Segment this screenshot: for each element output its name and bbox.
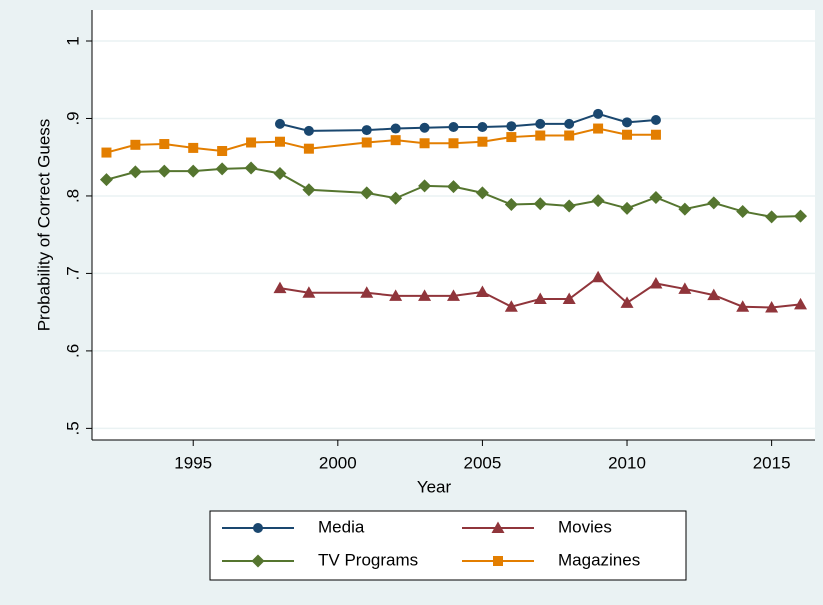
data-point <box>448 121 459 132</box>
data-point <box>622 129 633 140</box>
data-point <box>794 297 808 310</box>
data-point <box>564 130 575 141</box>
data-point <box>273 281 287 294</box>
data-point <box>360 286 374 298</box>
data-point <box>622 117 633 128</box>
data-point <box>302 183 316 197</box>
data-point <box>620 201 634 215</box>
data-point <box>128 165 142 179</box>
data-point <box>390 123 401 134</box>
data-point <box>418 179 432 193</box>
y-tick-label: .9 <box>63 111 82 125</box>
data-point <box>506 121 517 132</box>
data-point <box>564 118 575 129</box>
data-point <box>244 161 258 175</box>
data-point <box>447 289 460 301</box>
data-point <box>650 129 661 140</box>
data-point <box>504 300 518 312</box>
legend-box <box>209 510 687 581</box>
data-point <box>533 197 547 211</box>
x-tick-label: 2010 <box>608 453 646 472</box>
data-point <box>650 115 661 126</box>
data-point <box>477 136 488 147</box>
x-tick-label: 2015 <box>753 453 791 472</box>
data-point <box>215 162 229 176</box>
y-tick-label: .5 <box>63 421 82 435</box>
data-point <box>273 166 287 180</box>
data-point <box>765 210 779 224</box>
data-point <box>361 137 372 148</box>
data-point <box>506 132 517 143</box>
data-point <box>361 125 372 136</box>
data-point <box>302 286 316 298</box>
data-point <box>389 191 403 205</box>
data-point <box>274 118 285 129</box>
data-point <box>533 292 547 304</box>
legend-label: Movies <box>558 517 612 536</box>
data-point <box>99 173 113 187</box>
data-point <box>562 292 576 304</box>
legend-marker <box>493 556 503 566</box>
data-point <box>649 276 663 289</box>
legend-label: TV Programs <box>318 550 418 569</box>
data-point <box>419 138 430 149</box>
y-axis-title: Probability of Correct Guess <box>34 119 53 332</box>
y-tick-label: .8 <box>63 189 82 203</box>
data-point <box>535 130 546 141</box>
data-point <box>620 296 634 308</box>
legend-label: Magazines <box>558 550 640 569</box>
data-point <box>448 138 459 149</box>
x-tick-label: 2005 <box>464 453 502 472</box>
data-point <box>217 146 228 157</box>
legend-marker <box>253 523 263 533</box>
x-axis-title: Year <box>417 477 452 496</box>
x-tick-label: 2000 <box>319 453 357 472</box>
y-tick-label: .6 <box>63 344 82 358</box>
data-point <box>418 289 432 301</box>
data-point <box>591 270 605 283</box>
data-point <box>447 180 460 194</box>
data-point <box>130 139 141 150</box>
legend-label: Media <box>318 517 365 536</box>
data-point <box>678 202 692 216</box>
data-point <box>186 164 200 178</box>
data-point <box>360 186 374 200</box>
data-point <box>794 209 808 223</box>
y-tick-label: .7 <box>63 266 82 280</box>
data-point <box>591 194 605 208</box>
data-point <box>678 282 692 294</box>
data-point <box>504 197 518 211</box>
data-point <box>303 143 314 154</box>
series-line <box>279 276 801 309</box>
plot-area <box>92 10 815 440</box>
legend-marker <box>251 554 265 568</box>
data-point <box>475 285 489 298</box>
data-point <box>593 108 604 119</box>
data-point <box>736 204 750 218</box>
x-tick-label: 1995 <box>174 453 212 472</box>
data-point <box>562 199 576 213</box>
data-point <box>390 135 401 146</box>
y-tick-label: 1 <box>63 36 82 45</box>
data-point <box>649 190 663 204</box>
data-point <box>303 125 314 136</box>
data-point <box>246 137 257 148</box>
data-point <box>736 300 750 312</box>
data-point <box>475 186 489 200</box>
data-point <box>765 301 779 313</box>
data-point <box>101 147 112 158</box>
data-point <box>157 164 171 178</box>
data-point <box>535 118 546 129</box>
legend-marker <box>491 521 505 533</box>
data-point <box>593 123 604 134</box>
data-point <box>389 289 403 301</box>
data-point <box>419 122 430 133</box>
data-point <box>274 136 285 147</box>
data-point <box>188 142 199 153</box>
data-point <box>477 121 488 132</box>
data-point <box>159 139 170 150</box>
data-point <box>707 196 721 210</box>
data-point <box>707 288 721 301</box>
